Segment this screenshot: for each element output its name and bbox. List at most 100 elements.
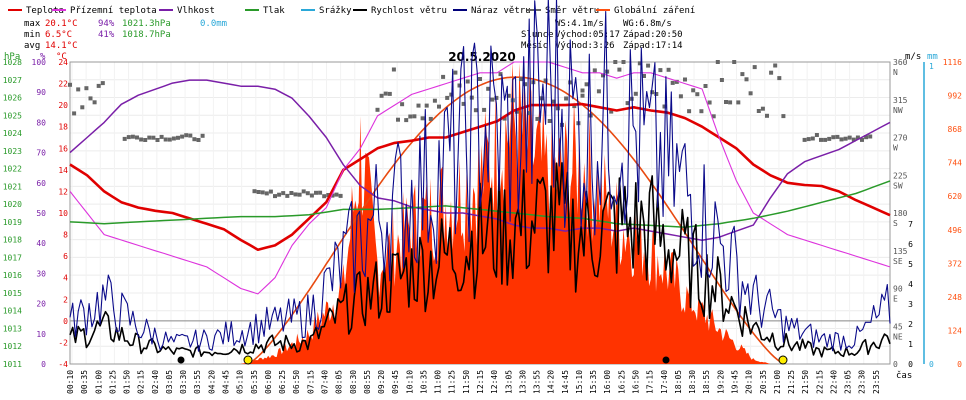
wind-direction-point	[580, 88, 585, 93]
tick-pressure: 1016	[3, 271, 22, 280]
tick-time: 22:15	[815, 370, 824, 394]
tick-time: 14:20	[547, 370, 556, 394]
wind-direction-point	[391, 67, 396, 72]
tick-time: 05:35	[250, 370, 259, 394]
tick-time: 20:35	[759, 370, 768, 394]
wind-direction-point	[744, 77, 749, 82]
tick-wind: 6	[908, 240, 913, 249]
moon-rise: Východ:3:26	[555, 41, 615, 51]
axis-label-temperature: °C	[56, 52, 67, 62]
tick-temperature: 12	[58, 187, 68, 196]
wind-direction-point	[314, 190, 318, 195]
tick-direction: 270	[893, 134, 908, 143]
wind-direction-point	[502, 116, 507, 121]
wind-direction-point	[769, 70, 774, 75]
tick-time: 19:20	[716, 370, 725, 394]
sunrise-marker	[243, 355, 253, 365]
wind-direction-point	[851, 137, 856, 142]
wind-direction-point	[289, 191, 294, 195]
wind-direction-point	[572, 104, 577, 109]
wind-direction-point	[781, 114, 786, 119]
tick-direction: 225	[893, 171, 908, 180]
tick-wind: 0	[908, 360, 913, 369]
wind-direction-point	[200, 133, 205, 138]
tick-direction: 180	[893, 209, 908, 218]
wind-direction-point	[695, 92, 700, 97]
wind-direction-point	[338, 193, 343, 198]
tick-radiation: 496	[948, 226, 963, 235]
wind-direction-point	[68, 82, 72, 87]
tick-time: 11:50	[462, 370, 471, 394]
wind-direction-point	[666, 67, 671, 72]
tick-temperature: 6	[63, 252, 68, 261]
wind-direction-point	[309, 193, 314, 198]
legend-label: Přízemní teplota	[70, 6, 157, 16]
wind-direction-point	[490, 97, 495, 102]
wind-direction-point	[855, 135, 860, 140]
sun-rise: Východ:05:17	[555, 30, 620, 40]
legend-label: Vlhkost	[177, 6, 215, 16]
tick-temperature: 2	[63, 295, 68, 304]
tick-pressure: 1026	[3, 94, 22, 103]
tick-temperature: 22	[58, 80, 68, 89]
moonrise-marker	[177, 356, 185, 364]
wind-direction-point	[621, 60, 626, 64]
wind-direction-point	[564, 96, 569, 101]
legend-label: Náraz větru	[471, 6, 531, 16]
wind-direction-point	[543, 78, 548, 83]
wind-direction-point	[637, 61, 642, 66]
wind-direction-point	[88, 96, 93, 101]
tick-radiation: 248	[948, 293, 963, 302]
wind-direction-point	[176, 135, 180, 140]
wind-direction-point	[674, 79, 679, 84]
legend-label: Srážky	[319, 6, 352, 16]
wind-direction-point	[707, 100, 712, 105]
series-line-Teplota	[69, 102, 891, 251]
tick-pressure: 1028	[3, 58, 22, 67]
wind-direction-point	[703, 84, 708, 88]
wind-direction-point	[756, 109, 761, 113]
tick-humidity: 0	[41, 360, 46, 369]
tick-time: 02:15	[137, 370, 146, 394]
wind-direction-point	[752, 65, 757, 70]
wind-direction-point	[424, 103, 429, 108]
wind-direction-point	[285, 193, 290, 198]
wind-direction-point	[860, 137, 864, 142]
stat-max-hum: 94%	[98, 19, 115, 29]
stat-min-hum: 41%	[98, 30, 115, 40]
wind-direction-point	[260, 190, 265, 195]
tick-wind: 4	[908, 280, 913, 289]
wind-direction-point	[273, 194, 277, 199]
tick-time: 18:30	[688, 370, 697, 394]
legend-label: Tlak	[263, 6, 285, 16]
wind-direction-point	[601, 73, 605, 78]
wind-direction-point	[699, 109, 704, 114]
tick-rain: 0	[929, 360, 934, 369]
tick-radiation: 744	[948, 159, 963, 168]
stat-max-label: max	[24, 19, 41, 29]
tick-radiation: 868	[948, 125, 963, 134]
tick-humidity: 10	[36, 330, 46, 339]
wind-direction-point	[445, 95, 450, 100]
legend-label: Globální záření	[614, 6, 695, 16]
wind-direction-point	[527, 111, 532, 116]
wind-direction-point	[453, 70, 458, 75]
tick-time: 06:00	[264, 370, 273, 394]
wind-direction-point	[256, 190, 261, 194]
stat-avg-label: avg	[24, 41, 40, 51]
wind-direction-point	[72, 111, 77, 116]
tick-time: 00:35	[80, 370, 89, 394]
wind-direction-point	[580, 93, 585, 98]
wind-direction-point	[122, 136, 127, 141]
tick-wind: 5	[908, 260, 913, 269]
stat-min-label: min	[24, 30, 40, 40]
tick-time: 10:10	[405, 370, 414, 394]
wind-direction-point	[428, 116, 433, 121]
wind-direction-point	[281, 191, 286, 196]
axis-label-pressure: hPa	[4, 52, 20, 62]
tick-time: 12:15	[476, 370, 485, 394]
wind-direction-point	[264, 191, 269, 196]
astro-panel: WS:4.1m/s WG:6.8m/s Slunce Východ:05:17 …	[521, 19, 683, 51]
tick-temperature: 24	[58, 58, 68, 67]
tick-humidity: 50	[36, 209, 46, 218]
